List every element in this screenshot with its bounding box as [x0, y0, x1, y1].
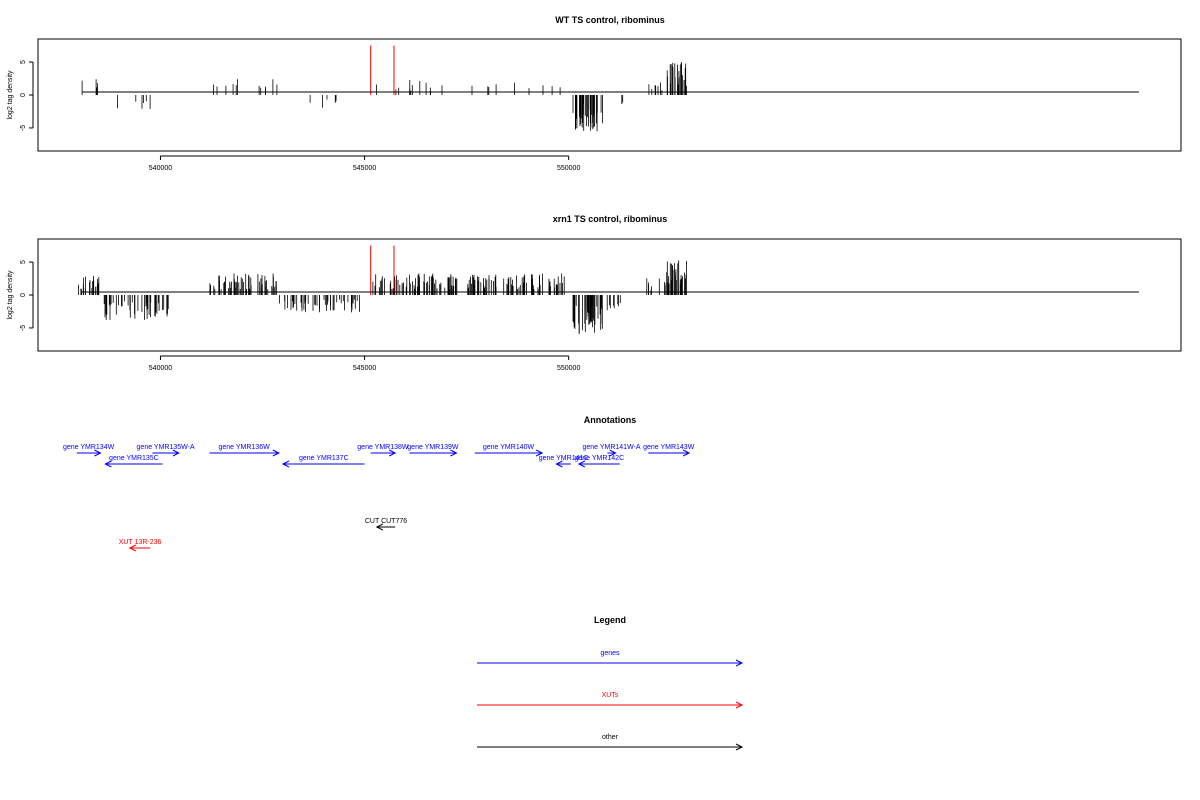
annotation-feature: gene YMR141W-A — [582, 444, 641, 457]
arrowhead — [272, 449, 280, 457]
x-tick-label: 545000 — [353, 365, 376, 372]
y-tick-label: 0 — [20, 293, 27, 297]
arrowhead — [281, 460, 290, 468]
y-tick-label: 5 — [20, 60, 27, 64]
x-tick-label: 540000 — [149, 165, 172, 172]
x-axis: 540000 545000 550000 — [149, 355, 580, 372]
annotation-label: gene YMR141W-A — [582, 444, 640, 451]
annotation-label: gene YMR140W — [483, 444, 535, 451]
annotation-label: gene YMR134W — [63, 444, 115, 451]
panel-title: WT TS control, ribominus — [555, 15, 665, 25]
arrowhead — [735, 659, 744, 667]
annotation-label: gene YMR135C — [109, 455, 159, 462]
arrowhead — [375, 523, 384, 531]
annotation-feature: gene YMR134W — [63, 444, 115, 457]
arrowhead — [450, 449, 458, 457]
legend-items: genes XUTs other — [477, 650, 744, 751]
annotation-items: gene YMR134W gene YMR135C gene YMR135W-A ge… — [63, 444, 695, 552]
annotation-feature: CUT CUT776 — [365, 518, 407, 531]
annotation-feature: gene YMR135W-A — [137, 444, 195, 457]
annotation-feature: XUT 13R-236 — [119, 539, 162, 552]
annotation-label: gene YMR143W — [643, 444, 695, 451]
legend-label: other — [602, 734, 619, 741]
arrowhead — [555, 460, 563, 468]
arrowhead — [609, 449, 617, 457]
legend-label: XUTs — [602, 692, 619, 699]
annotation-feature: gene YMR135C — [104, 455, 163, 468]
annotation-feature: gene YMR137C — [281, 455, 365, 468]
y-axis: 5 0 -5 — [20, 60, 34, 131]
arrowhead — [172, 449, 180, 457]
annotation-label: gene YMR142C — [574, 455, 624, 462]
x-tick-label: 550000 — [557, 165, 580, 172]
annotation-feature: gene YMR142C — [574, 455, 624, 468]
annotation-label: gene YMR139W — [407, 444, 459, 451]
arrowhead — [682, 449, 691, 457]
annotation-feature: gene YMR139W — [407, 444, 459, 457]
arrowhead — [735, 743, 744, 751]
annotation-label: gene YMR136W — [218, 444, 270, 451]
arrowhead — [104, 460, 112, 468]
legend-entry: other — [477, 734, 744, 751]
y-axis-label: log2 tag density — [7, 70, 14, 120]
annotation-feature: gene YMR136W — [209, 444, 280, 457]
x-tick-label: 550000 — [557, 365, 580, 372]
y-tick-label: 5 — [20, 260, 27, 264]
bars-layer — [78, 245, 687, 334]
legend-entry: genes — [477, 650, 744, 667]
arrowhead — [577, 460, 586, 468]
y-tick-label: -5 — [20, 125, 27, 131]
panel-xrn1: xrn1 TS control, ribominus 540000 545000 5… — [7, 214, 1182, 372]
arrowhead — [388, 449, 397, 457]
plot-frame — [37, 38, 1182, 152]
annotation-label: XUT 13R-236 — [119, 539, 162, 546]
annotation-label: gene YMR141C — [539, 455, 589, 462]
annotation-feature: gene YMR141C — [539, 455, 589, 468]
panel-title: xrn1 TS control, ribominus — [553, 214, 668, 224]
x-tick-label: 545000 — [353, 165, 376, 172]
legend-entry: XUTs — [477, 692, 744, 709]
arrowhead — [735, 701, 744, 709]
x-tick-label: 540000 — [149, 365, 172, 372]
bars-layer — [81, 45, 687, 132]
legend-label: genes — [600, 650, 620, 657]
annotations-title: Annotations — [584, 415, 637, 425]
y-axis: 5 0 -5 — [20, 260, 34, 331]
y-tick-label: -5 — [20, 325, 27, 331]
annotation-feature: gene YMR140W — [474, 444, 544, 457]
legend: Legend genes XUTs other — [477, 615, 744, 751]
arrowhead — [94, 449, 102, 457]
arrowhead — [128, 544, 137, 552]
annotation-label: gene YMR138W — [357, 444, 409, 451]
plot-frame — [37, 238, 1182, 352]
arrowhead — [535, 449, 544, 457]
panel-wt: WT TS control, ribominus 540000 545000 550… — [7, 15, 1182, 172]
annotation-feature: gene YMR138W — [357, 444, 409, 457]
annotation-label: gene YMR137C — [299, 455, 349, 462]
annotation-label: CUT CUT776 — [365, 518, 407, 525]
annotation-label: gene YMR135W-A — [137, 444, 195, 451]
x-axis: 540000 545000 550000 — [149, 155, 580, 172]
legend-title: Legend — [594, 615, 626, 625]
y-tick-label: 0 — [20, 93, 27, 97]
y-axis-label: log2 tag density — [7, 270, 14, 320]
annotation-feature: gene YMR143W — [643, 444, 695, 457]
